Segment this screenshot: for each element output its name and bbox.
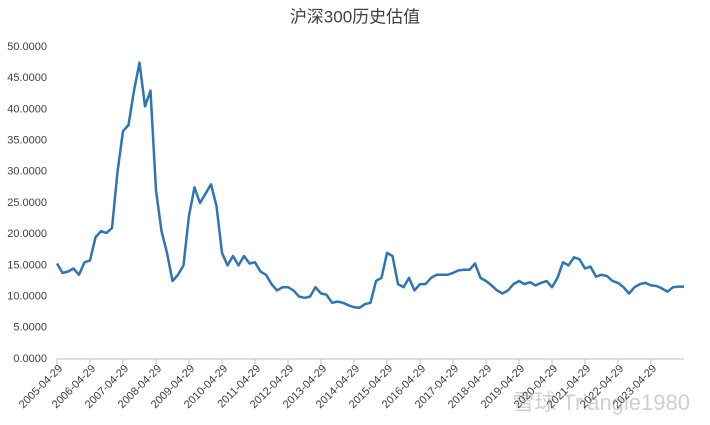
y-tick-label: 20.0000 bbox=[7, 228, 47, 240]
y-tick-label: 40.0000 bbox=[7, 103, 47, 115]
y-tick-label: 35.0000 bbox=[7, 135, 47, 147]
y-tick-label: 45.0000 bbox=[7, 72, 47, 84]
y-tick-label: 10.0000 bbox=[7, 291, 47, 303]
watermark: 雪球 Triangle1980 bbox=[512, 390, 690, 415]
y-tick-label: 5.0000 bbox=[13, 322, 47, 334]
y-tick-label: 15.0000 bbox=[7, 259, 47, 271]
chart-title: 沪深300历史估值 bbox=[290, 7, 420, 26]
series-line bbox=[55, 61, 684, 310]
y-tick-label: 0.0000 bbox=[13, 353, 47, 365]
y-tick-label: 25.0000 bbox=[7, 197, 47, 209]
y-tick-label: 30.0000 bbox=[7, 166, 47, 178]
y-tick-label: 50.0000 bbox=[7, 41, 47, 53]
